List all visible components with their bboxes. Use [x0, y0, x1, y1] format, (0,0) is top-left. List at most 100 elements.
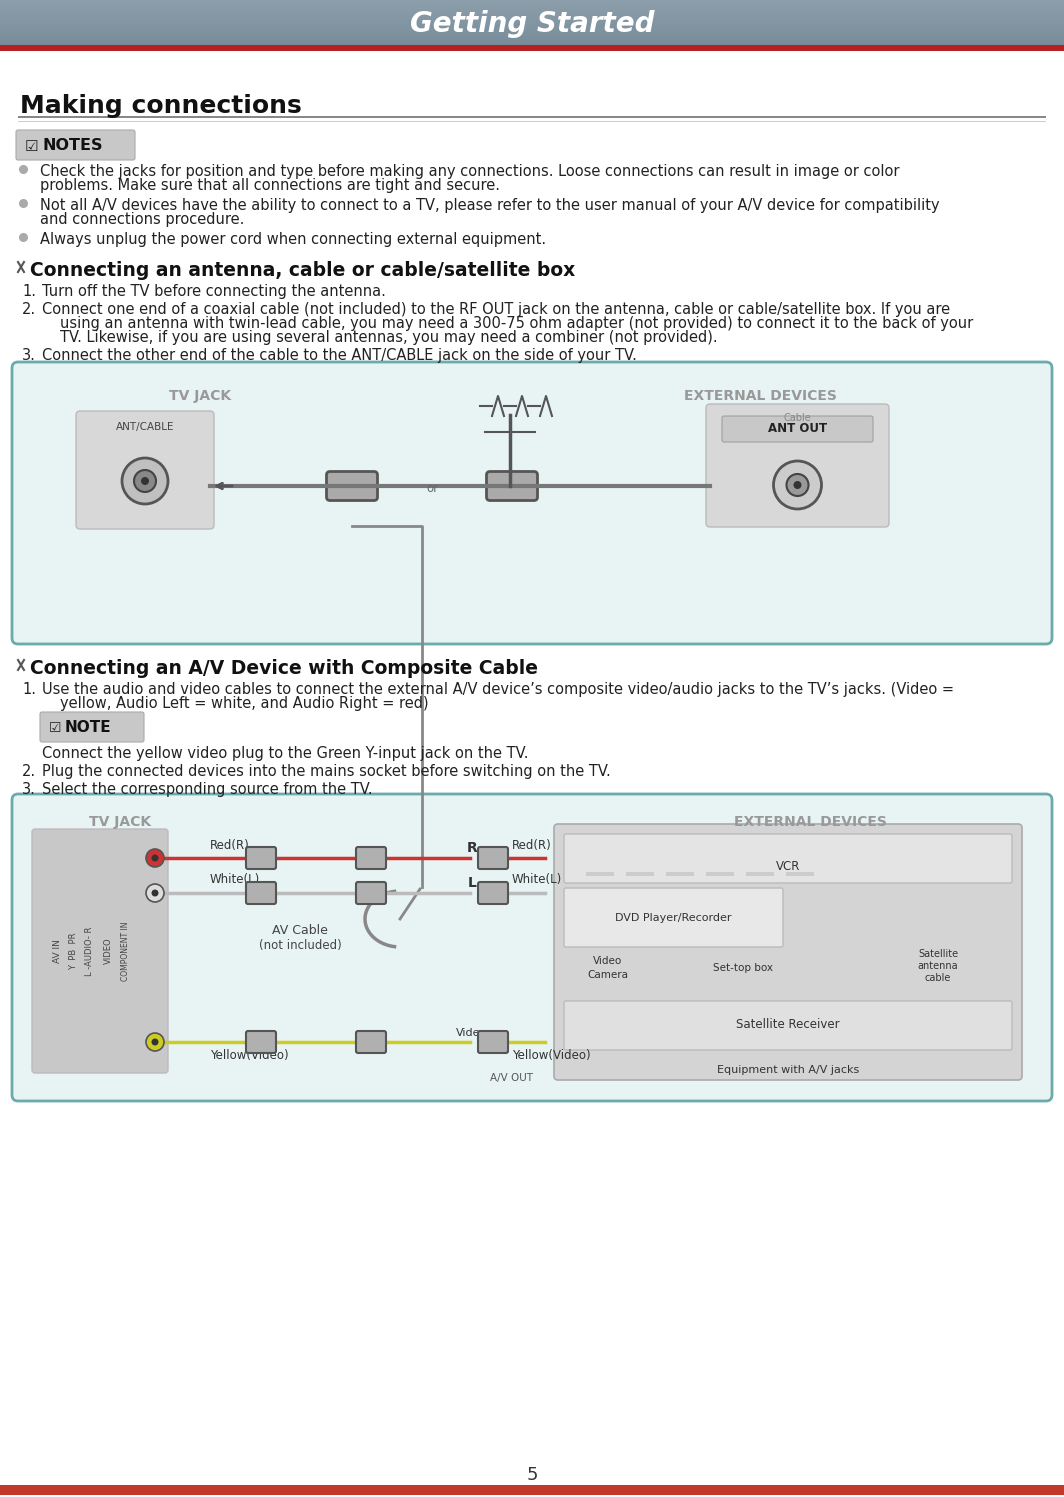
FancyBboxPatch shape: [564, 1001, 1012, 1049]
Text: Y  PB  PR: Y PB PR: [69, 933, 79, 970]
FancyBboxPatch shape: [356, 847, 386, 868]
Bar: [706, 871, 734, 876]
Text: L: L: [467, 876, 477, 891]
FancyBboxPatch shape: [246, 1031, 276, 1052]
Text: Video: Video: [456, 1028, 487, 1037]
FancyBboxPatch shape: [76, 412, 214, 528]
Text: (not included): (not included): [259, 939, 342, 952]
Text: problems. Make sure that all connections are tight and secure.: problems. Make sure that all connections…: [40, 178, 500, 193]
Text: 1.: 1.: [22, 683, 36, 698]
Text: R: R: [467, 841, 478, 855]
FancyBboxPatch shape: [478, 1031, 508, 1052]
Circle shape: [794, 481, 801, 490]
Text: Yellow(Video): Yellow(Video): [210, 1049, 288, 1063]
FancyBboxPatch shape: [356, 882, 386, 904]
Circle shape: [146, 885, 164, 903]
Text: yellow, Audio Left = white, and Audio Right = red): yellow, Audio Left = white, and Audio Ri…: [60, 696, 429, 711]
FancyBboxPatch shape: [32, 829, 168, 1073]
Text: 3.: 3.: [22, 347, 36, 362]
Text: White(L): White(L): [512, 874, 562, 886]
Text: VCR: VCR: [776, 859, 800, 873]
Text: TV JACK: TV JACK: [89, 814, 151, 829]
FancyBboxPatch shape: [706, 404, 890, 527]
Text: using an antenna with twin-lead cable, you may need a 300-75 ohm adapter (not pr: using an antenna with twin-lead cable, y…: [60, 316, 974, 331]
Text: 2.: 2.: [22, 302, 36, 317]
Text: TV JACK: TV JACK: [169, 389, 231, 403]
Text: Plug the connected devices into the mains socket before switching on the TV.: Plug the connected devices into the main…: [41, 763, 611, 778]
Text: Video
Camera: Video Camera: [587, 957, 629, 979]
Bar: [746, 871, 774, 876]
FancyBboxPatch shape: [356, 1031, 386, 1052]
Text: Red(R): Red(R): [210, 838, 250, 852]
Bar: [586, 871, 614, 876]
Text: TV. Likewise, if you are using several antennas, you may need a combiner (not pr: TV. Likewise, if you are using several a…: [60, 329, 717, 344]
Text: Connect the yellow video plug to the Green Y-input jack on the TV.: Connect the yellow video plug to the Gre…: [41, 746, 529, 760]
Text: L -AUDIO- R: L -AUDIO- R: [85, 927, 95, 976]
Text: EXTERNAL DEVICES: EXTERNAL DEVICES: [733, 814, 886, 829]
Circle shape: [151, 1039, 159, 1045]
Circle shape: [151, 855, 159, 861]
Text: Not all A/V devices have the ability to connect to a TV, please refer to the use: Not all A/V devices have the ability to …: [40, 198, 940, 213]
Text: NOTES: NOTES: [41, 139, 102, 154]
FancyBboxPatch shape: [564, 888, 783, 948]
Bar: [666, 871, 694, 876]
Circle shape: [774, 461, 821, 509]
Bar: [786, 871, 814, 876]
Text: Connecting an A/V Device with Composite Cable: Connecting an A/V Device with Composite …: [30, 659, 538, 678]
Text: COMPONENT IN: COMPONENT IN: [121, 921, 131, 981]
Text: NOTE: NOTE: [65, 720, 112, 735]
Text: 3.: 3.: [22, 781, 36, 796]
Text: Getting Started: Getting Started: [410, 9, 654, 37]
Text: and connections procedure.: and connections procedure.: [40, 213, 245, 228]
Bar: [626, 871, 654, 876]
Text: or: or: [426, 482, 438, 494]
Text: Equipment with A/V jacks: Equipment with A/V jacks: [717, 1064, 859, 1075]
Circle shape: [142, 478, 149, 485]
Text: AV IN: AV IN: [53, 939, 63, 963]
Text: ANT/CABLE: ANT/CABLE: [116, 422, 174, 433]
FancyBboxPatch shape: [722, 416, 872, 442]
Text: White(L): White(L): [210, 874, 261, 886]
FancyBboxPatch shape: [12, 362, 1052, 644]
Text: ☑: ☑: [49, 722, 62, 735]
Text: AV Cable: AV Cable: [272, 924, 328, 937]
Text: Connect the other end of the cable to the ANT/CABLE jack on the side of your TV.: Connect the other end of the cable to th…: [41, 347, 637, 362]
Text: Yellow(Video): Yellow(Video): [512, 1049, 591, 1063]
Circle shape: [417, 882, 427, 892]
FancyBboxPatch shape: [12, 793, 1052, 1100]
Text: Always unplug the power cord when connecting external equipment.: Always unplug the power cord when connec…: [40, 232, 546, 247]
Circle shape: [786, 475, 809, 496]
Text: Select the corresponding source from the TV.: Select the corresponding source from the…: [41, 781, 372, 796]
Circle shape: [151, 889, 159, 897]
Bar: [18, 115, 1046, 118]
Text: Connecting an antenna, cable or cable/satellite box: Connecting an antenna, cable or cable/sa…: [30, 260, 576, 280]
Bar: [0, 45, 1064, 51]
Text: A/V OUT: A/V OUT: [491, 1073, 533, 1082]
Circle shape: [122, 458, 168, 504]
FancyBboxPatch shape: [478, 882, 508, 904]
FancyBboxPatch shape: [554, 823, 1023, 1079]
Text: ☑: ☑: [24, 139, 38, 154]
FancyBboxPatch shape: [478, 847, 508, 868]
Bar: [0, 1485, 1064, 1496]
Text: Use the audio and video cables to connect the external A/V device’s composite vi: Use the audio and video cables to connec…: [41, 683, 954, 698]
Text: Red(R): Red(R): [512, 838, 552, 852]
Text: Set-top box: Set-top box: [713, 963, 774, 973]
FancyBboxPatch shape: [486, 472, 537, 500]
FancyBboxPatch shape: [16, 130, 135, 160]
Text: Satellite
antenna
cable: Satellite antenna cable: [917, 949, 959, 984]
Text: Turn off the TV before connecting the antenna.: Turn off the TV before connecting the an…: [41, 284, 386, 299]
FancyBboxPatch shape: [327, 472, 378, 500]
FancyBboxPatch shape: [246, 882, 276, 904]
Text: Check the jacks for position and type before making any connections. Loose conne: Check the jacks for position and type be…: [40, 165, 899, 180]
Circle shape: [134, 470, 156, 493]
Text: EXTERNAL DEVICES: EXTERNAL DEVICES: [683, 389, 836, 403]
Text: Making connections: Making connections: [20, 94, 302, 118]
Text: 5: 5: [527, 1466, 537, 1484]
Text: DVD Player/Recorder: DVD Player/Recorder: [615, 913, 732, 924]
Text: Cable: Cable: [783, 413, 812, 424]
FancyBboxPatch shape: [246, 847, 276, 868]
Circle shape: [146, 849, 164, 867]
Circle shape: [146, 1033, 164, 1051]
Text: 1.: 1.: [22, 284, 36, 299]
